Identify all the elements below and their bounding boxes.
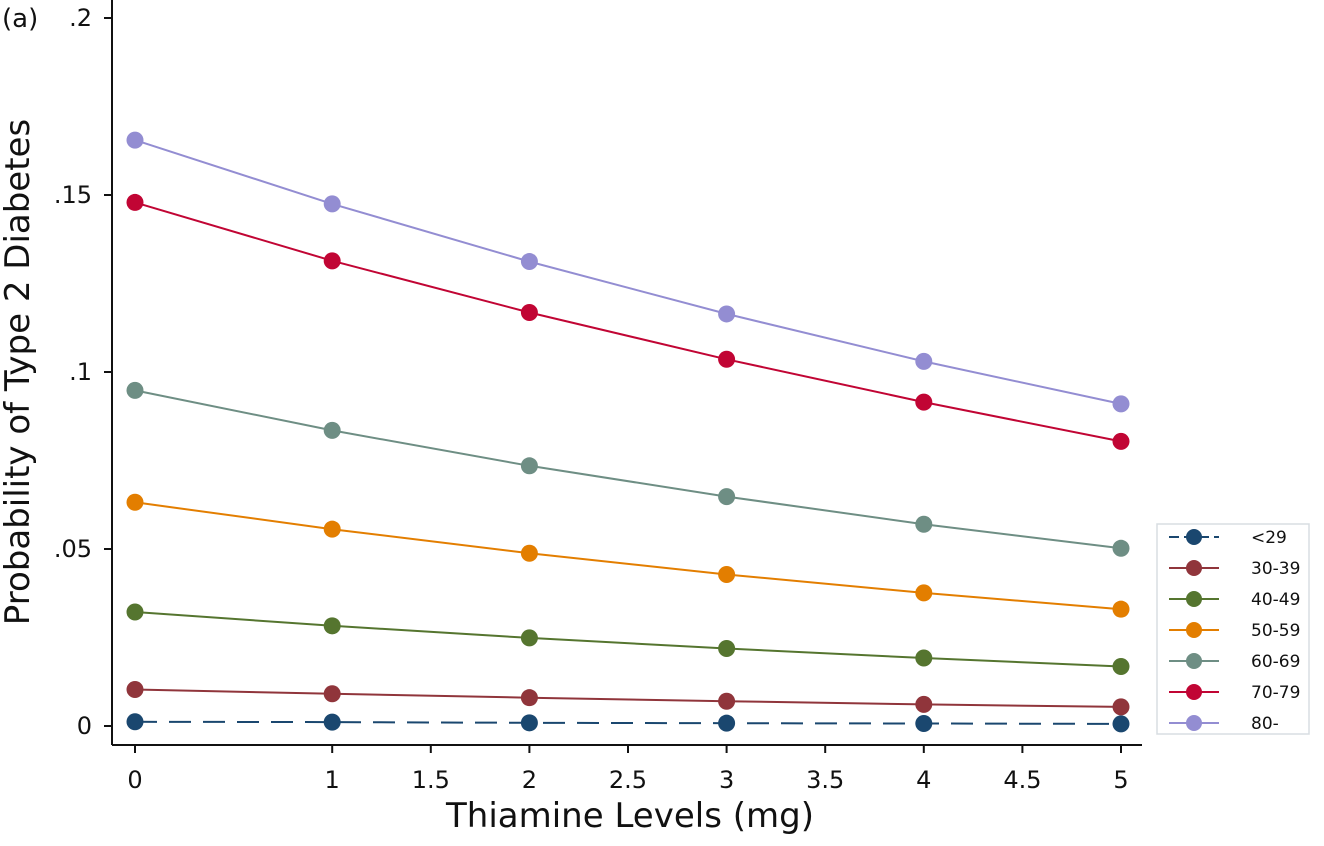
y-axis-title: Probability of Type 2 Diabetes <box>0 118 38 626</box>
legend-marker <box>1186 560 1202 576</box>
data-point <box>323 520 341 538</box>
legend-marker <box>1186 715 1202 731</box>
series-line <box>134 389 1122 550</box>
data-point <box>520 629 538 647</box>
legend-marker <box>1186 622 1202 638</box>
data-point <box>1112 658 1130 676</box>
data-point <box>323 713 341 731</box>
series-30-39 <box>126 681 1130 716</box>
legend-item-50-59: 50-59 <box>1169 621 1300 641</box>
data-point <box>323 617 341 635</box>
x-tick-label: 5 <box>1113 766 1128 794</box>
series-50-59 <box>126 493 1130 618</box>
data-point <box>718 692 736 710</box>
legend-item-70-79: 70-79 <box>1169 683 1300 703</box>
data-point <box>126 131 144 149</box>
data-point <box>915 649 933 667</box>
series-line <box>134 501 1122 611</box>
panel-label: (a) <box>2 4 39 34</box>
data-point <box>126 193 144 211</box>
x-tick-label: 3 <box>719 766 734 794</box>
axes: 0 .05 .1 .15 .2 0 1 1.5 2 2.5 3 3.5 4 4.5 5 <box>54 0 1142 794</box>
data-point <box>1112 600 1130 618</box>
legend-marker <box>1186 653 1202 669</box>
legend-item-30-39: 30-39 <box>1169 559 1300 579</box>
legend-item-60-69: 60-69 <box>1169 652 1300 672</box>
series-lt29 <box>126 713 1130 733</box>
data-point <box>1112 395 1130 413</box>
data-point <box>915 393 933 411</box>
y-tick-label: 0 <box>77 712 92 740</box>
legend-marker <box>1186 529 1202 545</box>
data-point <box>718 488 736 506</box>
x-tick-label: 4 <box>916 766 931 794</box>
data-point <box>1112 698 1130 716</box>
data-point <box>126 381 144 399</box>
data-point <box>520 714 538 732</box>
y-tick-label: .05 <box>54 535 92 563</box>
data-point <box>915 515 933 533</box>
data-point <box>520 253 538 271</box>
legend: <29 30-39 40-49 50-59 60-69 70-79 80- <box>1156 523 1310 735</box>
data-point <box>718 350 736 368</box>
x-tick-label: 2.5 <box>609 766 647 794</box>
series-60-69 <box>126 381 1130 557</box>
series-40-49 <box>126 603 1130 676</box>
data-point <box>126 681 144 699</box>
y-tick-label: .15 <box>54 181 92 209</box>
data-point <box>126 603 144 621</box>
series-layer <box>126 131 1130 733</box>
series-line <box>134 611 1122 668</box>
data-point <box>323 685 341 703</box>
legend-label: 40-49 <box>1251 590 1300 610</box>
legend-item-80: 80- <box>1169 714 1279 734</box>
legend-label: 60-69 <box>1251 652 1300 672</box>
data-point <box>718 305 736 323</box>
legend-marker <box>1186 684 1202 700</box>
legend-item-lt29: <29 <box>1169 528 1287 548</box>
data-point <box>915 352 933 370</box>
data-point <box>126 493 144 511</box>
data-point <box>915 695 933 713</box>
y-tick-label: .2 <box>69 4 92 32</box>
x-tick-label: 0 <box>127 766 142 794</box>
data-point <box>323 195 341 213</box>
series-line <box>134 201 1122 443</box>
series-70-79 <box>126 193 1130 450</box>
data-point <box>520 304 538 322</box>
data-point <box>520 689 538 707</box>
data-point <box>915 584 933 602</box>
data-point <box>520 544 538 562</box>
legend-label: 70-79 <box>1251 683 1300 703</box>
series-line <box>134 688 1122 708</box>
legend-marker <box>1186 591 1202 607</box>
x-tick-label: 1 <box>325 766 340 794</box>
series-80 <box>126 131 1130 413</box>
data-point <box>1112 432 1130 450</box>
data-point <box>718 565 736 583</box>
x-tick-label: 4.5 <box>1003 766 1041 794</box>
series-line <box>134 720 1122 725</box>
x-tick-label: 1.5 <box>412 766 450 794</box>
data-point <box>520 457 538 475</box>
x-tick-label: 2 <box>522 766 537 794</box>
legend-label: 50-59 <box>1251 621 1300 641</box>
data-point <box>718 639 736 657</box>
data-point <box>915 715 933 733</box>
data-point <box>1112 539 1130 557</box>
data-point <box>718 714 736 732</box>
data-point <box>1112 715 1130 733</box>
legend-label: 30-39 <box>1251 559 1300 579</box>
legend-label: 80- <box>1251 714 1279 734</box>
series-line <box>134 139 1122 405</box>
data-point <box>323 252 341 270</box>
y-tick-label: .1 <box>69 358 92 386</box>
legend-label: <29 <box>1251 528 1287 548</box>
data-point <box>126 713 144 731</box>
x-axis-title: Thiamine Levels (mg) <box>446 796 814 836</box>
legend-item-40-49: 40-49 <box>1169 590 1300 610</box>
x-tick-label: 3.5 <box>806 766 844 794</box>
data-point <box>323 421 341 439</box>
